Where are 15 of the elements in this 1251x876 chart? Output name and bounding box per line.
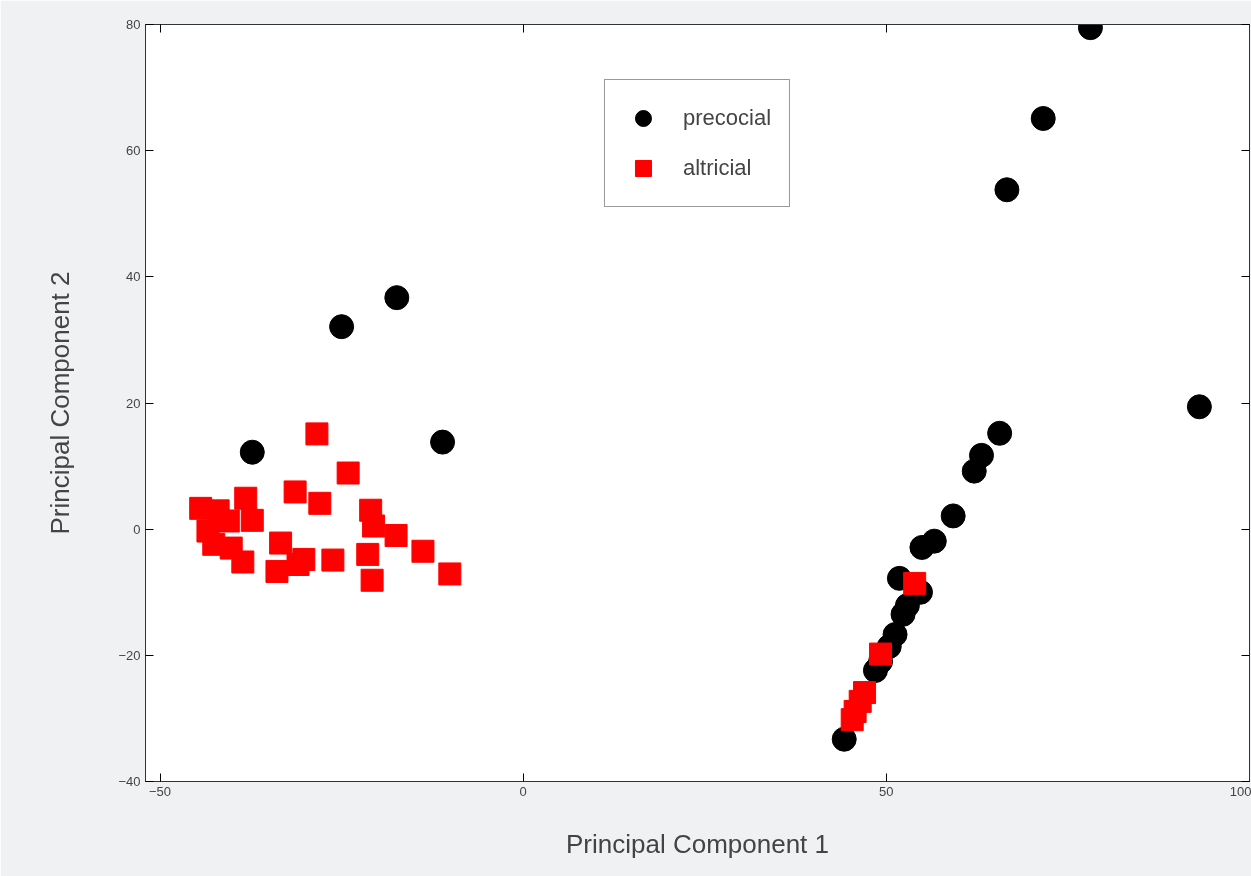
y-tick-label: 40: [126, 269, 141, 285]
x-tick-label: −50: [149, 783, 172, 799]
x-axis-title: Principal Component 1: [565, 828, 830, 859]
x-tick-label: 0: [519, 783, 527, 799]
legend-label: altricial: [682, 155, 752, 181]
x-tick-label: 50: [879, 783, 894, 799]
y-tick-label: −40: [118, 774, 141, 789]
legend-label: precocial: [682, 105, 772, 131]
y-tick-label: 20: [126, 395, 141, 411]
y-tick-label: 80: [126, 17, 141, 32]
y-axis-title: Principal Component 2: [45, 271, 76, 535]
y-tick-label: −20: [118, 647, 141, 663]
x-tick-label: 100: [1229, 783, 1251, 799]
y-tick-label: 60: [126, 143, 141, 159]
y-tick-label: 0: [133, 521, 141, 537]
